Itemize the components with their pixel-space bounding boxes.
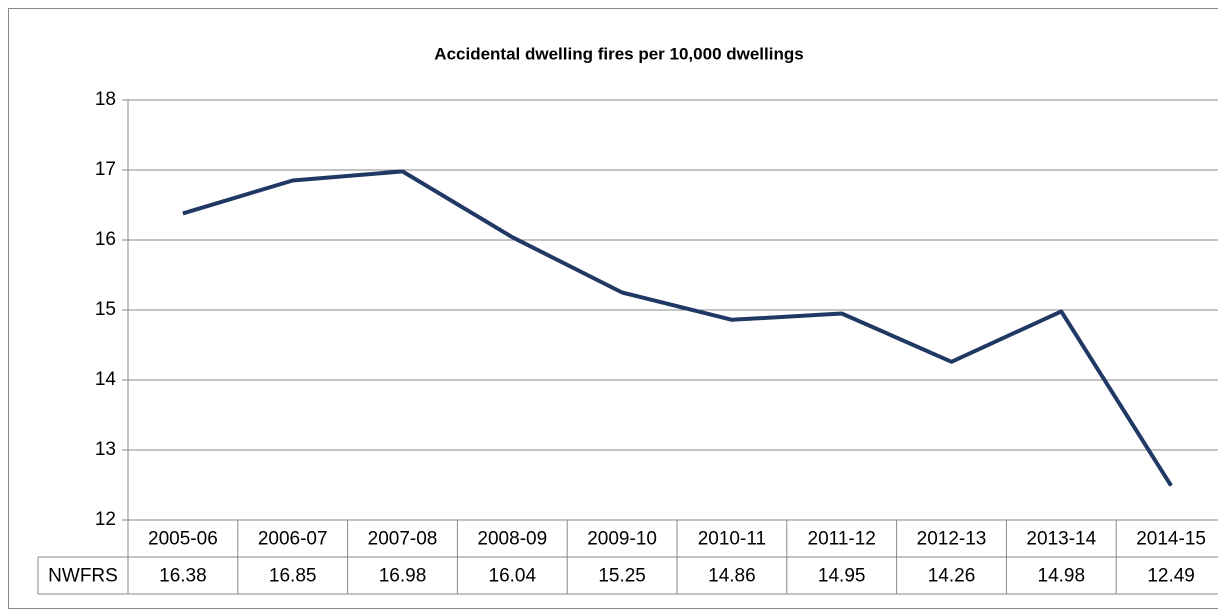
table-value: 16.38 bbox=[159, 566, 207, 587]
x-tick-label: 2006-07 bbox=[258, 529, 328, 550]
y-tick-label: 13 bbox=[95, 439, 116, 460]
table-row-label: NWFRS bbox=[48, 566, 118, 587]
table-value: 16.85 bbox=[269, 566, 317, 587]
x-tick-label: 2007-08 bbox=[368, 529, 438, 550]
y-tick-label: 17 bbox=[95, 159, 116, 180]
table-value: 16.98 bbox=[379, 566, 427, 587]
x-tick-label: 2009-10 bbox=[587, 529, 657, 550]
x-tick-label: 2013-14 bbox=[1026, 529, 1096, 550]
y-tick-label: 12 bbox=[95, 509, 116, 530]
table-value: 14.26 bbox=[928, 566, 976, 587]
x-tick-label: 2012-13 bbox=[917, 529, 987, 550]
x-tick-label: 2008-09 bbox=[477, 529, 547, 550]
y-tick-label: 15 bbox=[95, 299, 116, 320]
y-tick-label: 14 bbox=[95, 369, 117, 390]
x-tick-label: 2011-12 bbox=[808, 529, 876, 550]
chart-border bbox=[8, 8, 1218, 609]
y-tick-label: 18 bbox=[95, 89, 116, 110]
x-tick-label: 2010-11 bbox=[698, 529, 766, 550]
line-series bbox=[182, 169, 1173, 487]
table-value: 14.98 bbox=[1038, 566, 1086, 587]
table-value: 12.49 bbox=[1147, 566, 1195, 587]
chart-title: Accidental dwelling fires per 10,000 dwe… bbox=[434, 44, 803, 63]
table-value: 14.86 bbox=[708, 566, 756, 587]
y-tick-label: 16 bbox=[95, 229, 116, 250]
table-value: 15.25 bbox=[598, 566, 646, 587]
x-tick-label: 2014-15 bbox=[1136, 529, 1206, 550]
table-value: 14.95 bbox=[818, 566, 866, 587]
table-value: 16.04 bbox=[489, 566, 537, 587]
x-tick-label: 2005-06 bbox=[148, 529, 218, 550]
